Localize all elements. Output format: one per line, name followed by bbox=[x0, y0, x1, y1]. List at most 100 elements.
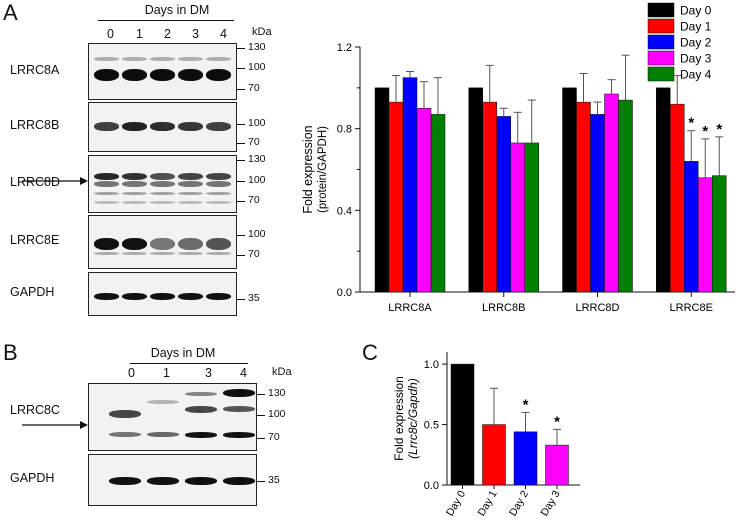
protein-band bbox=[150, 293, 175, 300]
protein-band bbox=[206, 69, 231, 81]
protein-band bbox=[178, 173, 203, 180]
marker-tick bbox=[256, 481, 265, 482]
blot-membrane bbox=[88, 272, 237, 316]
protein-band bbox=[223, 477, 255, 485]
protein-band bbox=[206, 252, 231, 255]
bar bbox=[496, 116, 511, 293]
blot-b-lane-label: 1 bbox=[163, 366, 170, 380]
blot-row-label: GAPDH bbox=[10, 471, 55, 485]
panel-letter-a: A bbox=[3, 0, 18, 25]
marker-label: 130 bbox=[248, 153, 266, 165]
blot-a-kda-label: kDa bbox=[252, 26, 272, 38]
protein-band bbox=[150, 181, 175, 187]
marker-label: 130 bbox=[248, 41, 266, 53]
marker-tick bbox=[236, 201, 245, 202]
protein-band bbox=[178, 122, 203, 131]
y-tick-label: 1.0 bbox=[424, 359, 439, 371]
marker-label: 70 bbox=[248, 82, 260, 94]
protein-band bbox=[94, 201, 119, 204]
bar bbox=[388, 101, 404, 293]
arrow-icon bbox=[22, 421, 88, 429]
protein-band bbox=[178, 192, 203, 195]
blot-a-header-line bbox=[98, 20, 234, 21]
marker-label: 70 bbox=[248, 136, 260, 148]
significance-marker: * bbox=[688, 115, 694, 132]
protein-band bbox=[150, 252, 175, 255]
bar bbox=[562, 87, 577, 293]
blot-membrane bbox=[88, 43, 237, 100]
protein-band bbox=[94, 173, 119, 180]
bar bbox=[482, 424, 506, 486]
marker-tick bbox=[236, 255, 245, 256]
x-tick-label: Day 1 bbox=[475, 488, 499, 518]
protein-band bbox=[178, 57, 203, 61]
y-axis-label: (Lrrc8c/Gapdh) bbox=[406, 378, 420, 459]
bar bbox=[590, 114, 605, 293]
y-tick-label: 1.2 bbox=[337, 42, 352, 54]
bar bbox=[450, 363, 475, 486]
marker-label: 100 bbox=[248, 61, 266, 73]
bar bbox=[684, 161, 699, 293]
arrow-lrrc8c bbox=[22, 416, 92, 434]
blot-membrane bbox=[88, 383, 257, 451]
protein-band bbox=[150, 201, 175, 204]
bar bbox=[430, 114, 446, 293]
protein-band bbox=[206, 293, 231, 300]
bar bbox=[482, 101, 497, 293]
marker-tick bbox=[236, 143, 245, 144]
x-tick-label: LRRC8E bbox=[670, 302, 713, 314]
y-tick-label: 0.0 bbox=[424, 480, 439, 492]
blot-a-lane-label: 4 bbox=[220, 27, 227, 41]
legend-label: Day 4 bbox=[680, 68, 712, 82]
legend-swatch bbox=[647, 66, 675, 82]
bar bbox=[712, 175, 727, 293]
protein-band bbox=[150, 192, 175, 195]
protein-band bbox=[94, 293, 119, 300]
legend-label: Day 0 bbox=[680, 4, 712, 18]
marker-tick bbox=[236, 48, 245, 49]
marker-tick bbox=[236, 89, 245, 90]
legend-swatch bbox=[647, 2, 675, 18]
blot-row-label: LRRC8D bbox=[10, 175, 61, 189]
protein-band bbox=[178, 293, 203, 300]
protein-band bbox=[94, 69, 119, 81]
y-tick-label: 0.8 bbox=[337, 124, 352, 136]
legend-swatch bbox=[647, 50, 675, 66]
panel-letter-c: C bbox=[362, 340, 378, 365]
protein-band bbox=[122, 181, 147, 187]
protein-band bbox=[94, 57, 119, 61]
protein-band bbox=[109, 477, 141, 485]
protein-band bbox=[178, 69, 203, 81]
blot-b-kda-label: kDa bbox=[272, 366, 292, 378]
bar bbox=[576, 101, 591, 293]
x-tick-label: Day 3 bbox=[538, 488, 562, 518]
protein-band bbox=[223, 389, 255, 397]
marker-label: 35 bbox=[248, 292, 260, 304]
bar bbox=[618, 99, 633, 293]
legend-swatch bbox=[647, 18, 675, 34]
protein-band bbox=[150, 173, 175, 180]
bar bbox=[670, 103, 685, 293]
protein-band bbox=[178, 238, 203, 250]
protein-band bbox=[147, 400, 179, 404]
marker-label: 100 bbox=[268, 408, 286, 420]
marker-tick bbox=[236, 299, 245, 300]
marker-label: 100 bbox=[248, 174, 266, 186]
protein-band bbox=[109, 410, 141, 418]
bar bbox=[656, 87, 671, 293]
marker-tick bbox=[236, 235, 245, 236]
bar bbox=[468, 87, 483, 293]
blot-b-lane-label: 4 bbox=[240, 366, 247, 380]
bar bbox=[545, 444, 569, 486]
legend-label: Day 1 bbox=[680, 20, 712, 34]
bar bbox=[604, 93, 619, 293]
significance-marker: * bbox=[523, 396, 529, 413]
blot-b-header: Days in DM bbox=[150, 346, 216, 360]
protein-band bbox=[122, 252, 147, 255]
protein-band bbox=[122, 69, 147, 81]
significance-marker: * bbox=[554, 413, 560, 430]
protein-band bbox=[147, 477, 179, 485]
protein-band bbox=[150, 122, 175, 131]
protein-band bbox=[94, 252, 119, 255]
marker-label: 70 bbox=[248, 248, 260, 260]
